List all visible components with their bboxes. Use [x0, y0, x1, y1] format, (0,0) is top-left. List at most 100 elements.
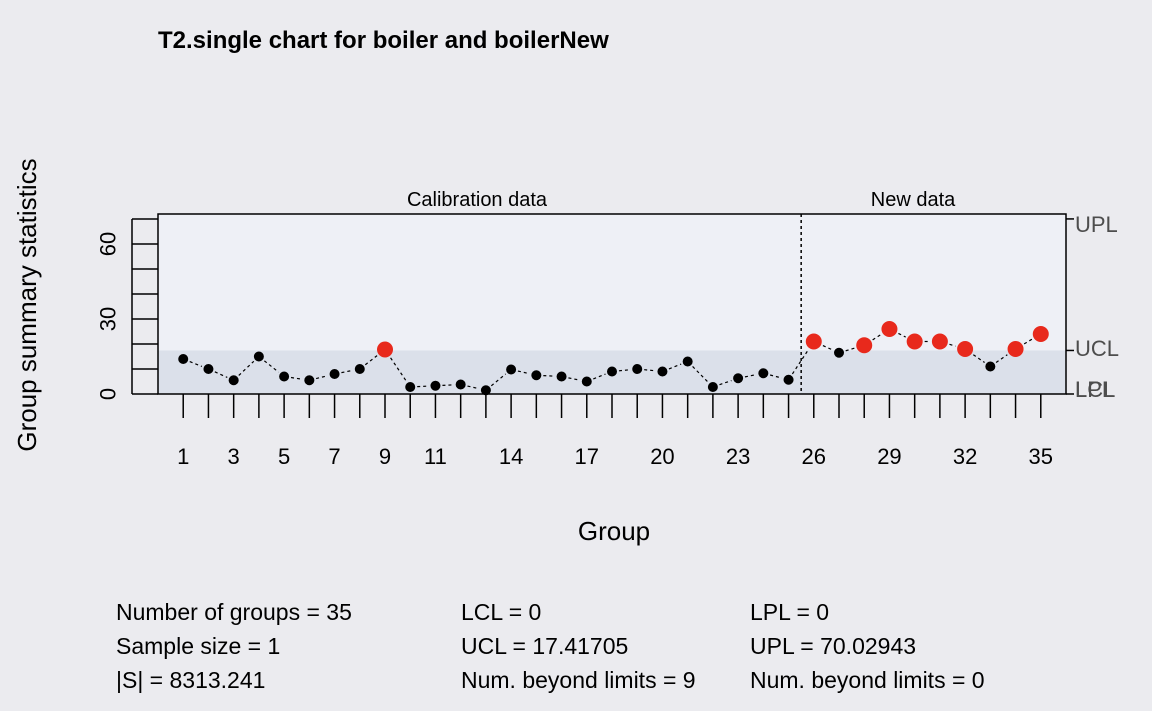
x-tick-label: 5	[278, 444, 290, 469]
data-point	[581, 376, 592, 387]
connector-segment	[417, 385, 429, 388]
data-point	[279, 371, 290, 382]
data-point	[985, 361, 996, 372]
stats-panel: Number of groups = 35 Sample size = 1 |S…	[116, 599, 985, 693]
data-point	[834, 347, 844, 358]
data-point-beyond-limit	[1007, 341, 1024, 357]
data-point	[682, 356, 693, 367]
y-tick-label: 60	[96, 232, 121, 256]
limit-label-lpl: LPL	[1075, 377, 1114, 402]
data-point-beyond-limit	[906, 333, 923, 350]
connector-segment	[744, 374, 757, 378]
data-point	[253, 351, 264, 362]
connector-segment	[364, 355, 378, 366]
x-tick-label: 26	[802, 444, 826, 469]
data-point-beyond-limit	[881, 321, 898, 337]
data-point	[455, 379, 466, 390]
connector-segment	[972, 354, 985, 364]
x-tick-label: 35	[1029, 444, 1053, 469]
connector-segment	[618, 369, 631, 372]
connector-segment	[668, 363, 682, 370]
connector-segment	[467, 385, 480, 390]
connector-segment	[644, 369, 656, 372]
y-tick-label: 0	[96, 388, 121, 400]
section-label-new: New data	[871, 189, 956, 211]
connector-segment	[995, 354, 1008, 364]
stat-sample-size: Sample size = 1	[116, 633, 280, 659]
limit-label-upl: UPL	[1075, 212, 1118, 237]
x-tick-label: 23	[726, 444, 750, 469]
x-tick-label: 11	[424, 444, 447, 469]
data-point	[556, 371, 567, 382]
data-point	[304, 375, 315, 386]
connector-segment	[692, 366, 709, 383]
data-point-beyond-limit	[856, 337, 873, 354]
x-tick-label: 20	[650, 444, 674, 469]
data-point	[632, 364, 643, 374]
data-point	[607, 366, 617, 377]
connector-segment	[442, 384, 454, 387]
connector-segment	[1023, 338, 1033, 345]
connector-segment	[189, 361, 203, 367]
data-point-beyond-limit	[1032, 326, 1049, 342]
limit-label-lcl: LCL	[1075, 377, 1115, 402]
chart-title: T2.single chart for boiler and boilerNew	[158, 27, 609, 54]
connector-segment	[517, 370, 530, 375]
data-point	[758, 368, 769, 379]
data-point	[733, 373, 744, 384]
data-point	[783, 374, 794, 385]
data-point-beyond-limit	[377, 341, 393, 358]
x-tick-label: 32	[953, 444, 977, 469]
x-tick-label: 3	[228, 444, 240, 469]
connector-segment	[769, 374, 782, 379]
stat-upl: UPL = 70.02943	[750, 633, 916, 659]
limit-label-ucl: UCL	[1075, 336, 1119, 361]
stat-lpl: LPL = 0	[750, 599, 829, 625]
stat-number-of-groups: Number of groups = 35	[116, 599, 352, 625]
stat-ucl: UCL = 17.41705	[461, 633, 628, 659]
x-axis-label: Group	[578, 516, 650, 546]
section-label-calibration: Calibration data	[407, 189, 548, 211]
connector-segment	[845, 347, 855, 352]
connector-segment	[214, 371, 228, 378]
connector-segment	[315, 375, 328, 380]
y-tick-label: 30	[96, 307, 121, 331]
data-point	[329, 369, 340, 379]
connector-segment	[719, 379, 732, 386]
data-point	[657, 366, 668, 377]
stat-beyond-control-limits: Num. beyond limits = 9	[461, 667, 696, 693]
x-tick-label: 14	[499, 444, 523, 469]
connector-segment	[341, 369, 354, 374]
data-point-beyond-limit	[805, 333, 822, 350]
connector-segment	[791, 349, 809, 375]
stat-determinant: |S| = 8313.241	[116, 667, 265, 693]
x-tick-label: 9	[379, 444, 391, 469]
x-tick-label: 7	[328, 444, 340, 469]
connector-segment	[872, 333, 882, 341]
data-point	[228, 375, 239, 386]
connector-segment	[949, 343, 956, 347]
connector-segment	[290, 376, 303, 380]
data-point	[506, 364, 517, 375]
stat-lcl: LCL = 0	[461, 599, 541, 625]
x-tick-label: 29	[877, 444, 901, 469]
connector-segment	[390, 357, 407, 382]
data-point	[203, 364, 214, 374]
y-axis-label: Group summary statistics	[12, 158, 42, 451]
connector-segment	[543, 374, 555, 377]
data-point	[178, 354, 189, 364]
data-point	[707, 382, 718, 392]
connector-segment	[593, 373, 606, 380]
data-point	[531, 370, 542, 381]
data-point	[480, 385, 491, 396]
connector-segment	[898, 332, 906, 338]
connector-segment	[822, 345, 833, 351]
stat-beyond-prob-limits: Num. beyond limits = 0	[750, 667, 985, 693]
x-tick-label: 17	[575, 444, 599, 469]
data-point	[405, 382, 416, 392]
data-point-beyond-limit	[957, 341, 974, 357]
data-point	[354, 364, 365, 374]
connector-segment	[568, 377, 581, 381]
